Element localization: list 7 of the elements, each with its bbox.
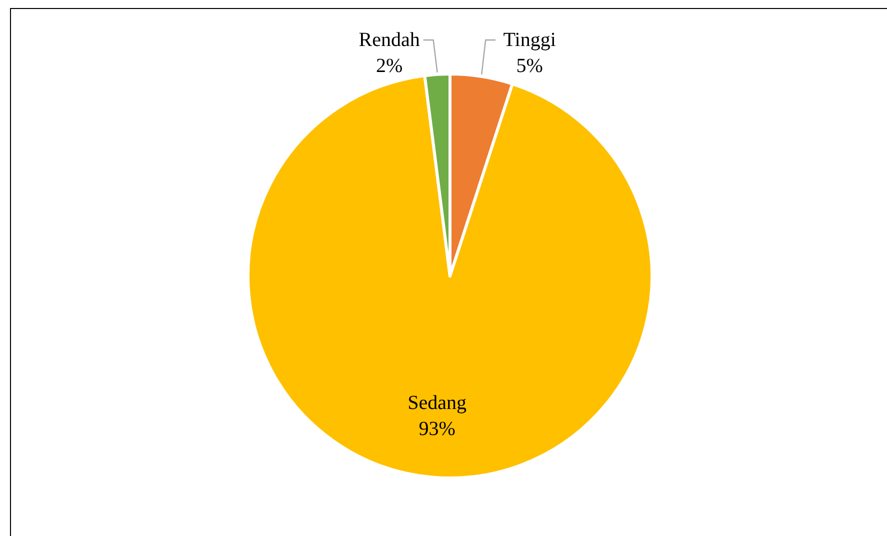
- data-label: 2%: [376, 55, 403, 77]
- slice-label: Rendah: [358, 29, 420, 51]
- data-label: 93%: [418, 418, 456, 440]
- slice-label: Tinggi: [503, 29, 556, 51]
- slice-label: Sedang: [408, 392, 467, 414]
- data-label: 5%: [516, 55, 543, 77]
- pie-slice: [246, 74, 654, 480]
